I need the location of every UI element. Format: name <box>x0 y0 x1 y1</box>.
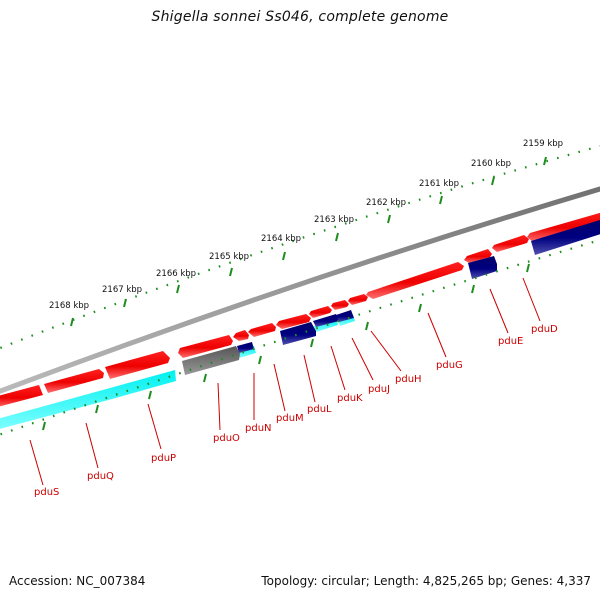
gene-arrow-pduQ[interactable] <box>44 369 104 393</box>
label-line <box>273 363 286 412</box>
ruler-major-tick <box>123 298 127 308</box>
ruler-label: 2164 kbp <box>261 234 301 244</box>
gene-label-pduM[interactable]: pduM <box>276 413 304 424</box>
gene-label-pduS[interactable]: pduS <box>34 487 59 498</box>
ruler-major-tick <box>335 232 339 242</box>
label-line <box>489 288 509 334</box>
map-title: Shigella sonnei Ss046, complete genome <box>151 9 449 25</box>
gene-arrow[interactable] <box>348 294 368 305</box>
inner-scale-ruler <box>0 238 600 436</box>
label-line <box>217 382 221 431</box>
label-line <box>427 312 447 358</box>
gene-label-pduO[interactable]: pduO <box>213 433 240 444</box>
gene-arrow-pduG[interactable] <box>366 262 464 299</box>
gene-arrow[interactable] <box>276 314 311 329</box>
gene-arrow[interactable] <box>492 235 529 252</box>
ruler-major-tick <box>439 195 443 205</box>
ruler-label: 2168 kbp <box>49 301 89 311</box>
ruler-label: 2166 kbp <box>156 269 196 279</box>
label-line <box>351 337 374 381</box>
gene-arrow-pduS[interactable] <box>0 385 43 408</box>
accession-label: Accession: NC_007384 <box>9 574 146 588</box>
ruler-label: 2165 kbp <box>209 252 249 262</box>
ruler-major-tick <box>70 317 74 327</box>
label-line <box>303 354 316 403</box>
ruler-major-tick <box>176 284 180 294</box>
label-line <box>370 330 402 372</box>
ruler-major-tick <box>229 267 233 277</box>
ruler-label: 2160 kbp <box>471 159 511 169</box>
gene-arrow[interactable] <box>331 300 349 310</box>
label-line <box>147 403 162 450</box>
gene-arrow[interactable] <box>527 210 600 242</box>
gene-label-pduH[interactable]: pduH <box>395 374 422 385</box>
forward-strand-genes <box>0 210 600 408</box>
ruler-major-tick <box>387 214 391 224</box>
label-line <box>29 439 44 486</box>
ruler-label: 2159 kbp <box>523 139 563 149</box>
label-line <box>330 345 346 391</box>
ruler-label: 2161 kbp <box>419 179 459 189</box>
gene-label-pduL[interactable]: pduL <box>307 404 332 415</box>
gene-label-pduE[interactable]: pduE <box>498 336 523 347</box>
gene-labels <box>29 277 541 486</box>
gene-arrow-pduM[interactable] <box>280 322 316 345</box>
gene-label-pduD[interactable]: pduD <box>531 324 558 335</box>
genome-summary: Topology: circular; Length: 4,825,265 bp… <box>261 574 591 588</box>
gene-label-pduP[interactable]: pduP <box>151 453 176 464</box>
outer-scale-ruler: 2168 kbp 2167 kbp 2166 kbp 2165 kbp 2164… <box>0 139 600 350</box>
gene-arrow[interactable] <box>233 330 249 341</box>
ruler-label: 2162 kbp <box>366 198 406 208</box>
gene-label-pduG[interactable]: pduG <box>436 360 463 371</box>
gene-arrow-pduP[interactable] <box>105 351 170 379</box>
genome-backbone <box>0 186 600 394</box>
ruler-major-tick <box>543 156 547 166</box>
ruler-label: 2167 kbp <box>102 285 142 295</box>
gene-arrow-pduD[interactable] <box>531 217 600 255</box>
label-line <box>522 277 541 322</box>
label-line <box>85 422 99 469</box>
gene-arrow[interactable] <box>309 306 332 318</box>
gene-arrow-pduN[interactable] <box>237 342 254 353</box>
gene-arrow[interactable] <box>178 335 233 358</box>
gene-arrow-pduK[interactable] <box>336 310 354 322</box>
ruler-major-tick <box>491 176 495 186</box>
gene-label-pduK[interactable]: pduK <box>337 393 363 404</box>
gene-arrow-pduL[interactable] <box>313 314 339 327</box>
gene-label-pduN[interactable]: pduN <box>245 423 272 434</box>
gene-arrow-pduE[interactable] <box>468 256 497 279</box>
gene-arrow-pduO[interactable] <box>182 346 240 375</box>
ruler-major-tick <box>282 251 286 261</box>
gene-arrow[interactable] <box>248 323 276 337</box>
reverse-strand-genes <box>182 217 600 375</box>
gene-arrow[interactable] <box>464 249 492 263</box>
ruler-label: 2163 kbp <box>314 215 354 225</box>
gene-label-pduQ[interactable]: pduQ <box>87 471 114 482</box>
gene-label-pduJ[interactable]: pduJ <box>368 384 390 395</box>
